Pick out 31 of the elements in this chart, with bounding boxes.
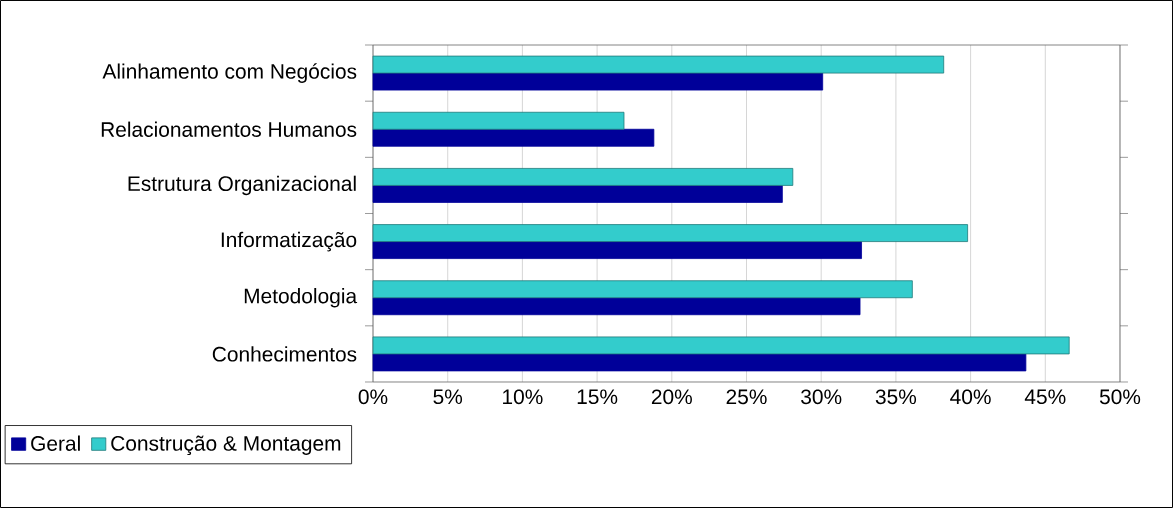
- bar: [372, 185, 783, 203]
- y-tick-label: Estrutura Organizacional: [128, 175, 356, 196]
- x-tick-label: 20%: [651, 389, 692, 405]
- y-tick-label: Metodologia: [244, 288, 358, 308]
- bar: [372, 241, 862, 259]
- bar: [372, 168, 794, 186]
- bar: [372, 280, 913, 299]
- x-tick-label: 30%: [801, 389, 842, 405]
- y-tick-label: Informatização: [221, 231, 357, 252]
- bar: [372, 336, 1070, 355]
- legend-label: Construção & Montagem: [111, 435, 341, 456]
- bar: [372, 72, 824, 91]
- legend-label: Geral: [31, 435, 80, 451]
- bar: [372, 297, 861, 316]
- x-tick-label: 35%: [875, 389, 917, 405]
- bar: [372, 224, 969, 242]
- y-tick-label: Alinhamento com Negócios: [102, 63, 357, 83]
- x-tick-label: 5%: [433, 389, 463, 405]
- bar: [372, 111, 625, 130]
- bar: [372, 55, 945, 74]
- x-tick-label: 25%: [726, 389, 767, 405]
- bar: [372, 353, 1027, 372]
- y-tick-label: Conhecimentos: [212, 346, 357, 362]
- x-tick-label: 40%: [950, 389, 991, 405]
- x-tick-label: 15%: [577, 389, 618, 405]
- x-tick-label: 10%: [503, 389, 543, 405]
- x-tick-label: 0%: [358, 389, 388, 405]
- bar: [372, 128, 655, 147]
- y-tick-label: Relacionamentos Humanos: [101, 121, 357, 137]
- x-tick-label: 50%: [1099, 389, 1141, 405]
- x-tick-label: 45%: [1024, 389, 1066, 405]
